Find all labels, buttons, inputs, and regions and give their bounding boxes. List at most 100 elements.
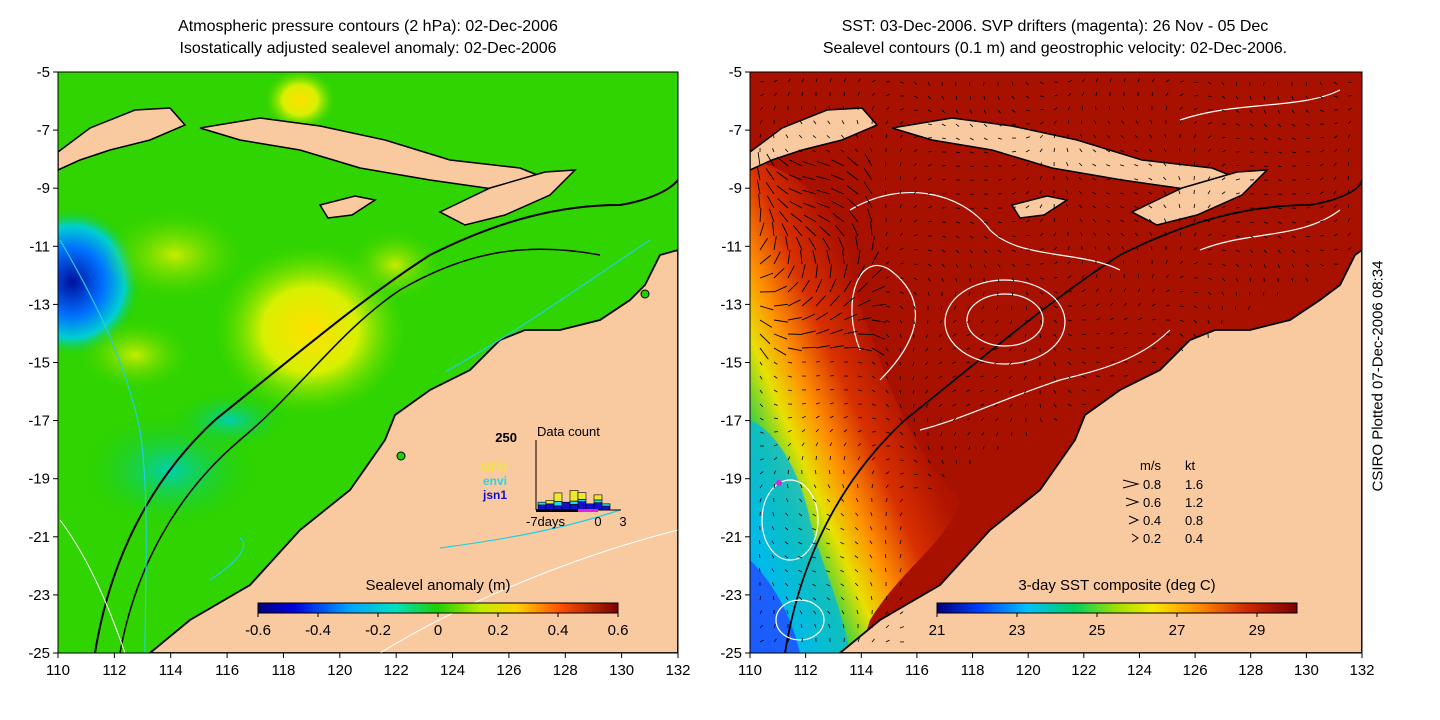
velocity-arrow	[795, 236, 803, 251]
velocity-arrow	[1149, 134, 1153, 139]
data-count-bar	[569, 500, 579, 505]
velocity-arrow	[1193, 319, 1197, 324]
velocity-arrow	[1221, 177, 1226, 181]
velocity-arrow	[899, 108, 904, 111]
velocity-arrow	[829, 415, 834, 419]
data-count-bar	[577, 499, 587, 502]
velocity-arrow	[829, 388, 835, 391]
velocity-arrow	[1333, 204, 1337, 209]
velocity-arrow	[816, 202, 831, 209]
velocity-arrow	[1053, 333, 1057, 338]
velocity-arrow	[1134, 192, 1139, 195]
velocity-arrow	[1319, 136, 1325, 139]
velocity-arrow	[759, 319, 773, 328]
velocity-arrow	[773, 375, 778, 379]
velocity-arrow	[829, 329, 844, 335]
velocity-arrow	[997, 235, 1002, 238]
velocity-arrow	[857, 429, 862, 433]
velocity-arrow	[841, 610, 845, 615]
velocity-arrow	[941, 263, 945, 268]
velocity-arrow	[869, 554, 873, 559]
australia-landmass	[838, 248, 1362, 653]
velocity-arrow	[969, 95, 972, 101]
velocity-arrow	[814, 469, 817, 475]
velocity-arrow	[913, 319, 915, 325]
velocity-arrow	[899, 176, 902, 181]
velocity-arrow	[801, 442, 805, 447]
velocity-arrow	[1092, 149, 1097, 153]
sealevel-contour	[851, 264, 916, 381]
velocity-arrow	[855, 148, 859, 153]
velocity-arrow	[955, 151, 960, 154]
sealevel-colorbar-label: Sealevel anomaly (m)	[365, 577, 510, 594]
velocity-arrow	[1151, 303, 1156, 307]
velocity-arrow	[1039, 148, 1043, 153]
velocity-arrow	[955, 95, 958, 100]
velocity-arrow	[1207, 122, 1212, 125]
velocity-arrow	[812, 556, 817, 559]
velocity-arrow	[1165, 79, 1170, 83]
velocity-arrow	[801, 279, 810, 293]
velocity-arrow	[1066, 217, 1069, 223]
velocity-arrow	[1092, 205, 1097, 209]
velocity-arrow	[847, 198, 859, 209]
velocity-arrow	[1235, 164, 1240, 167]
tide-gauge-marker	[640, 289, 650, 299]
velocity-arrow	[788, 174, 803, 181]
velocity-arrow	[772, 512, 775, 517]
velocity-arrow	[968, 291, 971, 296]
y-tick-label: -11	[29, 238, 50, 255]
velocity-arrow	[1178, 190, 1181, 195]
velocity-arrow	[1067, 375, 1072, 380]
velocity-arrow	[759, 333, 771, 345]
velocity-arrow	[1039, 204, 1043, 209]
y-tick-label: -19	[28, 471, 50, 488]
velocity-arrow	[814, 624, 817, 629]
velocity-arrow	[829, 455, 831, 461]
anomaly-patch	[105, 210, 245, 300]
velocity-arrow	[1179, 275, 1184, 279]
velocity-arrow	[1193, 148, 1196, 153]
velocity-arrow	[1178, 176, 1181, 181]
velocity-arrow	[1079, 204, 1083, 209]
velocity-arrow	[980, 333, 985, 337]
velocity-arrow	[1134, 232, 1139, 237]
sealevel-contour	[966, 293, 1044, 347]
velocity-arrow	[1092, 191, 1097, 195]
velocity-arrow	[843, 402, 849, 405]
sealevel-contour	[761, 479, 819, 561]
velocity-arrow	[773, 347, 787, 356]
velocity-arrow	[789, 159, 803, 167]
velocity-arrow	[1179, 333, 1184, 337]
velocity-arrow	[1347, 189, 1349, 195]
velocity-arrow	[1053, 347, 1057, 352]
y-tick-label: -9	[729, 180, 742, 197]
velocity-arrow	[815, 455, 817, 461]
velocity-arrow	[854, 569, 859, 573]
velocity-arrow	[913, 473, 918, 476]
velocity-arrow	[1081, 347, 1086, 350]
velocity-arrow	[1207, 135, 1212, 139]
velocity-arrow	[826, 250, 831, 265]
velocity-arrow	[857, 250, 861, 265]
velocity-arrow	[1207, 190, 1211, 195]
colorbar-tick-label: 27	[1169, 622, 1186, 639]
velocity-arrow	[841, 498, 845, 503]
data-count-bar	[577, 501, 587, 511]
velocity-arrow	[1011, 95, 1015, 100]
velocity-arrow	[772, 133, 775, 139]
velocity-arrow	[1109, 78, 1112, 83]
velocity-arrow	[913, 219, 918, 223]
velocity-arrow	[815, 328, 830, 335]
velocity-arrow	[1053, 375, 1056, 380]
sumba-island	[318, 195, 377, 219]
velocity-arrow	[826, 542, 831, 545]
velocity-arrow	[857, 416, 863, 419]
velocity-arrow	[857, 456, 861, 461]
velocity-arrow	[759, 624, 764, 629]
velocity-arrow	[787, 456, 791, 461]
velocity-arrow	[826, 498, 831, 503]
velocity-arrow	[955, 263, 959, 268]
velocity-arrow	[869, 526, 873, 531]
velocity-arrow	[885, 232, 888, 237]
